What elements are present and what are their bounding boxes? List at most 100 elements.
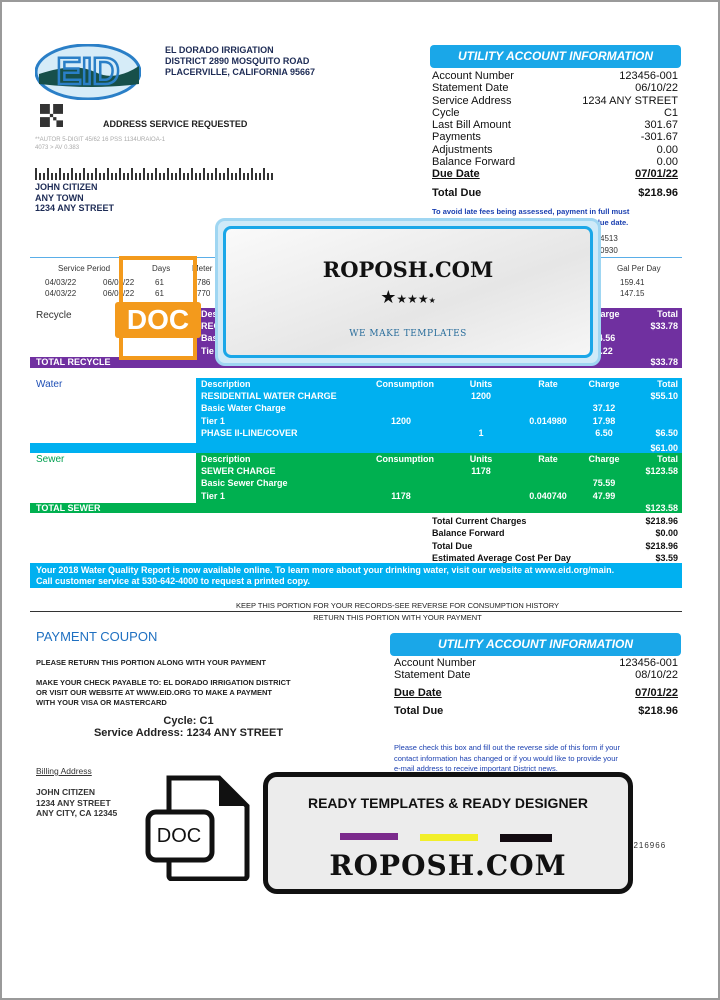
info-label: Account Number bbox=[394, 657, 476, 669]
recycle-total: $33.78 bbox=[650, 321, 678, 331]
scan-code: 0216966 bbox=[628, 841, 667, 850]
usage-from: 04/03/22 bbox=[45, 278, 77, 287]
info-value: C1 bbox=[663, 106, 678, 119]
total-due-value: $218.96 bbox=[638, 187, 678, 199]
reference-2: 0930 bbox=[600, 246, 618, 255]
company-name: EL DORADO IRRIGATION bbox=[165, 45, 274, 55]
keep-portion-text: KEEP THIS PORTION FOR YOUR RECORDS-SEE R… bbox=[236, 601, 559, 610]
info-row: Estimated Average Cost Per Day $3.59 bbox=[432, 552, 678, 564]
watermark-tagline: WE MAKE TEMPLATES bbox=[349, 329, 467, 339]
header-service-period: Service Period bbox=[58, 264, 111, 273]
water-total-bar bbox=[30, 443, 682, 453]
sewer-total-label: TOTAL SEWER bbox=[36, 503, 101, 513]
usage-gpd: 147.15 bbox=[620, 289, 645, 298]
info-label: Statement Date bbox=[394, 669, 471, 682]
water-header-charge: Charge bbox=[588, 379, 620, 389]
coupon-service-address: Service Address: 1234 ANY STREET bbox=[93, 727, 284, 739]
info-label: Total Due bbox=[432, 540, 473, 551]
info-label: Balance Forward bbox=[432, 528, 505, 539]
payable-line-3: WITH YOUR VISA OR MASTERCARD bbox=[36, 698, 167, 707]
notice-line-2: Call customer service at 530-642-4000 to… bbox=[36, 575, 310, 586]
sewer-charge: 47.99 bbox=[592, 490, 616, 501]
info-row: Last Bill Amount 301.67 bbox=[432, 119, 678, 131]
water-units: 1 bbox=[478, 427, 484, 438]
late-fee-note: To avoid late fees being assessed, payme… bbox=[432, 206, 629, 228]
qr-code bbox=[40, 104, 63, 127]
water-units: 1200 bbox=[470, 391, 492, 401]
sewer-header-units: Units bbox=[469, 454, 493, 464]
recipient-street: 1234 ANY STREET bbox=[35, 203, 115, 213]
doc-file-icon-orange: DOC bbox=[115, 256, 201, 360]
coupon-account-header: UTILITY ACCOUNT INFORMATION bbox=[390, 633, 681, 656]
payable-line-1: MAKE YOUR CHECK PAYABLE TO: EL DORADO IR… bbox=[36, 678, 291, 687]
sewer-charge: 75.59 bbox=[592, 478, 616, 489]
info-value: 123456-001 bbox=[619, 70, 678, 82]
recycle-charge: 5.22 bbox=[595, 345, 613, 356]
water-desc: Basic Water Charge bbox=[201, 403, 286, 414]
info-value: 0.00 bbox=[656, 156, 678, 169]
account-info-header: UTILITY ACCOUNT INFORMATION bbox=[430, 45, 681, 68]
recycle-row: REC $33.78 bbox=[196, 321, 682, 333]
water-block bbox=[196, 378, 682, 453]
water-total: $55.10 bbox=[650, 391, 678, 401]
coupon-total-due-value: $218.96 bbox=[638, 705, 678, 717]
coupon-service-info: Cycle: C1 Service Address: 1234 ANY STRE… bbox=[36, 715, 341, 739]
due-date-label: Due Date bbox=[432, 168, 480, 180]
please-return-text: PLEASE RETURN THIS PORTION ALONG WITH YO… bbox=[36, 658, 267, 667]
ready-templates-banner: READY TEMPLATES & READY DESIGNER ROPOSH.… bbox=[263, 772, 633, 894]
water-desc: PHASE II-LINE/COVER bbox=[201, 427, 298, 438]
recycle-header-desc: Des bbox=[201, 309, 218, 319]
water-header-cons: Consumption bbox=[376, 379, 434, 389]
info-row: Adjustments 0.00 bbox=[432, 144, 678, 156]
coupon-due-date-row: Due Date 07/01/22 bbox=[394, 687, 678, 699]
watermark-site: ROPOSH.COM bbox=[322, 257, 494, 282]
header-days: Days bbox=[152, 264, 171, 273]
contact-change-note: Please check this box and fill out the r… bbox=[394, 743, 620, 775]
sewer-rate: 0.040740 bbox=[529, 490, 567, 501]
water-label: Water bbox=[36, 379, 63, 390]
sewer-desc: SEWER CHARGE bbox=[201, 466, 276, 476]
return-portion-text: RETURN THIS PORTION WITH YOUR PAYMENT bbox=[313, 613, 482, 622]
color-bar-purple bbox=[340, 833, 398, 840]
usage-days: 61 bbox=[155, 278, 164, 287]
billing-city: ANY CITY, CA 12345 bbox=[36, 808, 118, 818]
water-rate: 0.014980 bbox=[529, 415, 567, 426]
usage-days: 61 bbox=[155, 289, 164, 298]
info-row: Service Address 1234 ANY STREET bbox=[432, 95, 678, 107]
water-desc: Tier 1 bbox=[201, 415, 225, 426]
sewer-desc: Basic Sewer Charge bbox=[201, 478, 288, 489]
sewer-label: Sewer bbox=[36, 454, 65, 465]
info-label: Cycle bbox=[432, 106, 460, 119]
doc-file-icon-black bbox=[145, 775, 250, 881]
sewer-row: SEWER CHARGE 1178 $123.58 bbox=[196, 466, 682, 478]
water-desc: RESIDENTIAL WATER CHARGE bbox=[201, 391, 337, 401]
mail-code-1: **AUTOR 5-DIGIT 45/62 16 PSS 1134URAIOA-… bbox=[35, 137, 166, 143]
info-label: Statement Date bbox=[432, 82, 509, 95]
payable-line-2: OR VISIT OUR WEBSITE AT WWW.EID.ORG TO M… bbox=[36, 688, 272, 697]
info-value: 08/10/22 bbox=[635, 669, 678, 682]
recycle-charge: 24.56 bbox=[592, 333, 616, 344]
sewer-header-total: Total bbox=[657, 454, 678, 464]
water-header-total: Total bbox=[657, 379, 678, 389]
perforation-line bbox=[30, 611, 682, 612]
info-value: 123456-001 bbox=[619, 657, 678, 669]
info-label: Service Address bbox=[432, 94, 512, 107]
sewer-header-charge: Charge bbox=[588, 454, 620, 464]
due-date-value: 07/01/22 bbox=[635, 168, 678, 180]
recycle-row: Tie 5.22 bbox=[196, 346, 682, 358]
water-charge: 37.12 bbox=[592, 403, 616, 414]
late-fee-note-1: To avoid late fees being assessed, payme… bbox=[432, 207, 630, 216]
sewer-total: $123.58 bbox=[645, 466, 678, 476]
billing-name: JOHN CITIZEN bbox=[36, 787, 96, 797]
recycle-desc: Tie bbox=[201, 345, 214, 356]
water-charge: 17.98 bbox=[592, 415, 616, 426]
recipient-town: ANY TOWN bbox=[35, 192, 84, 203]
check-note-3: e-mail address to receive important Dist… bbox=[394, 764, 558, 773]
info-row: Payments -301.67 bbox=[432, 131, 678, 143]
reference-numbers: 4513 0930 bbox=[600, 233, 618, 257]
recycle-desc: REC bbox=[201, 321, 221, 331]
info-label: Total Current Charges bbox=[432, 516, 527, 526]
info-row: Total Current Charges $218.96 bbox=[432, 515, 678, 527]
info-value: 06/10/22 bbox=[635, 82, 678, 95]
total-due-row: Total Due $218.96 bbox=[432, 187, 678, 199]
